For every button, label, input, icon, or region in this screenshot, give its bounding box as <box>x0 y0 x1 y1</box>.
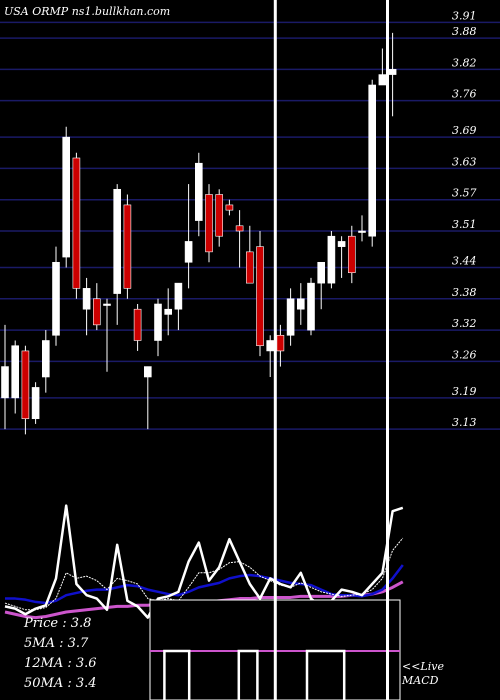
candle-down <box>246 251 254 284</box>
candle-down <box>235 225 244 232</box>
y-tick-label: 3.76 <box>452 88 477 101</box>
vertical-markers <box>273 0 389 700</box>
candle-down <box>21 350 30 420</box>
candle-up <box>388 69 397 75</box>
candle-up <box>11 345 19 399</box>
candle-up <box>62 136 71 258</box>
candle-down <box>205 194 213 253</box>
y-tick-label: 3.57 <box>452 187 477 200</box>
candle-up <box>368 84 377 237</box>
y-tick-label: 3.82 <box>452 56 477 69</box>
candle-up <box>113 188 121 294</box>
macd-box <box>237 649 259 700</box>
y-tick-label: 3.69 <box>452 124 477 137</box>
candle-up <box>154 303 162 341</box>
candle-up <box>31 387 40 420</box>
live-label: <<Live <box>402 660 444 673</box>
candle-down <box>256 246 264 347</box>
ma50-row: 50MA : 3.4 <box>24 676 97 691</box>
candle-up <box>378 74 387 86</box>
ma5-row: 5MA : 3.7 <box>24 636 89 651</box>
candle-down <box>123 204 132 289</box>
ma12-value: 3.6 <box>75 656 97 671</box>
y-tick-label: 3.38 <box>452 286 477 299</box>
ma50-value: 3.4 <box>75 676 97 691</box>
candle-up <box>286 298 295 336</box>
candle-down <box>72 157 81 289</box>
watermark: USA ORMP ns1.bullkhan.com <box>4 5 171 18</box>
macd-box <box>163 649 191 700</box>
price-label: Price <box>24 616 59 631</box>
ma12-row: 12MA : 3.6 <box>24 656 97 671</box>
price-value: 3.8 <box>70 616 92 631</box>
y-tick-label: 3.63 <box>452 155 477 168</box>
y-tick-label: 3.13 <box>452 416 477 429</box>
candle-up <box>195 162 203 221</box>
price-candles <box>1 32 397 435</box>
candle-down <box>225 204 234 211</box>
candle-up <box>82 288 91 310</box>
candle-up <box>1 366 9 399</box>
candle-down <box>215 194 223 237</box>
candle-up <box>174 282 183 310</box>
candle-up <box>327 235 336 284</box>
candle-up <box>52 261 60 336</box>
macd-label: MACD <box>402 674 439 687</box>
ma50-label: 50MA <box>24 676 64 691</box>
candle-up <box>103 303 111 306</box>
y-tick-label: 3.91 <box>452 9 477 22</box>
candle-up <box>296 298 305 310</box>
candle-up <box>184 241 193 263</box>
y-tick-label: 3.32 <box>452 317 477 330</box>
y-tick-label: 3.44 <box>452 255 477 268</box>
candle-up <box>164 308 172 315</box>
candle-up <box>307 282 315 331</box>
candle-up <box>41 340 50 378</box>
candle-up <box>317 261 326 284</box>
candle-down <box>133 308 142 341</box>
live-legend: <<Live MACD <box>402 660 444 688</box>
y-tick-label: 3.19 <box>452 385 477 398</box>
y-tick-label: 3.51 <box>452 218 477 231</box>
candle-down <box>276 334 285 352</box>
ma12-label: 12MA <box>24 656 64 671</box>
ma5-value: 3.7 <box>67 636 89 651</box>
candle-up <box>358 230 366 233</box>
y-tick-label: 3.26 <box>452 348 477 361</box>
macd-box <box>305 649 346 700</box>
price-axis-labels: 3.91 3.88 3.82 3.76 3.69 3.63 3.57 3.51 3.44 3.38… <box>452 9 477 429</box>
ma5-label: 5MA <box>24 636 55 651</box>
summary-legend: Price : 3.8 5MA : 3.7 12MA : 3.6 50MA : … <box>24 614 97 694</box>
candle-down <box>347 235 356 274</box>
candle-up <box>144 366 152 378</box>
candle-down <box>93 298 101 326</box>
price-row: Price : 3.8 <box>24 616 92 631</box>
candle-up <box>266 340 275 352</box>
candle-up <box>337 241 346 247</box>
y-tick-label: 3.88 <box>452 25 477 38</box>
price-line <box>4 504 404 619</box>
price-grid <box>0 21 500 430</box>
